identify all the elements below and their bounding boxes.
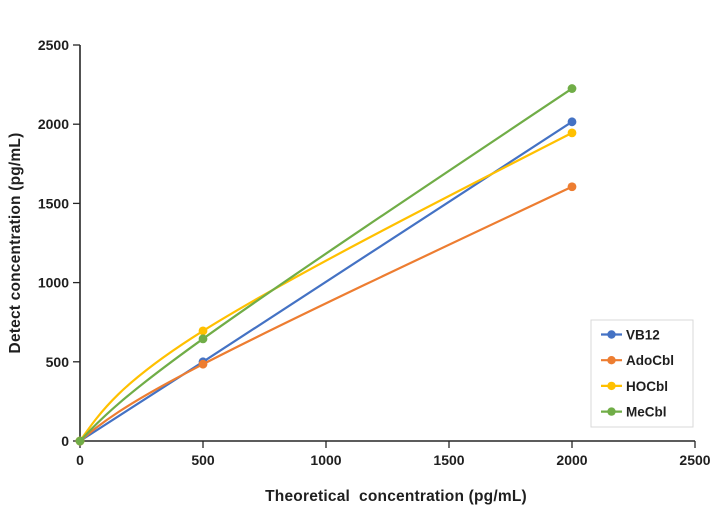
data-point-mecbl-2000 xyxy=(567,84,577,93)
legend-marker-swatch xyxy=(607,356,616,365)
data-point-adocbl-500 xyxy=(198,359,208,369)
axes: 0 500 1000 1500 2000 2500 0 500 1000 1500 2000 2500 xyxy=(38,37,711,468)
x-tick-label: 2000 xyxy=(556,452,587,468)
data-point-vb12-2000 xyxy=(567,117,577,127)
legend-label: AdoCbl xyxy=(626,353,674,368)
legend: VB12 AdoCbl HOCbl MeCbl xyxy=(590,319,694,428)
legend-item-adocbl: AdoCbl xyxy=(601,353,674,368)
legend-marker-swatch xyxy=(607,381,616,391)
legend-marker-swatch xyxy=(607,330,616,339)
legend-item-hocbl: HOCbl xyxy=(601,379,668,394)
data-point-hocbl-500 xyxy=(198,326,208,336)
series-hocbl xyxy=(75,128,577,446)
series-adocbl xyxy=(75,182,577,446)
x-tick-label: 0 xyxy=(76,452,84,468)
series-line-mecbl xyxy=(78,87,574,443)
x-tick-label: 1000 xyxy=(310,452,341,468)
y-tick-label: 2500 xyxy=(38,37,69,53)
legend-item-vb12: VB12 xyxy=(601,328,660,343)
y-axis-title: Detect concentration (pg/mL) xyxy=(7,132,24,354)
series-line-hocbl xyxy=(78,131,574,443)
legend-item-mecbl: MeCbl xyxy=(601,405,667,420)
legend-marker-swatch xyxy=(607,407,616,416)
data-point-mecbl-0 xyxy=(75,436,85,446)
data-point-hocbl-2000 xyxy=(567,128,577,138)
series-line-vb12 xyxy=(78,120,574,443)
y-tick-label: 2000 xyxy=(38,116,69,132)
legend-label: VB12 xyxy=(626,328,660,343)
legend-label: MeCbl xyxy=(626,405,667,420)
x-tick-label: 1500 xyxy=(433,452,464,468)
series-mecbl xyxy=(75,84,577,446)
x-tick-label: 2500 xyxy=(679,452,710,468)
y-tick-label: 1500 xyxy=(38,195,69,211)
legend-box xyxy=(590,319,694,428)
data-point-adocbl-2000 xyxy=(567,182,577,192)
y-tick-label: 1000 xyxy=(38,275,69,291)
x-axis-title: Theoretical concentration (pg/mL) xyxy=(265,488,527,505)
series-line-adocbl xyxy=(78,185,574,443)
y-tick-label: 500 xyxy=(46,354,70,370)
y-tick-label: 0 xyxy=(61,433,69,449)
series-vb12 xyxy=(75,117,577,446)
data-point-mecbl-500 xyxy=(198,334,208,344)
legend-label: HOCbl xyxy=(626,379,668,394)
x-tick-label: 500 xyxy=(191,452,215,468)
